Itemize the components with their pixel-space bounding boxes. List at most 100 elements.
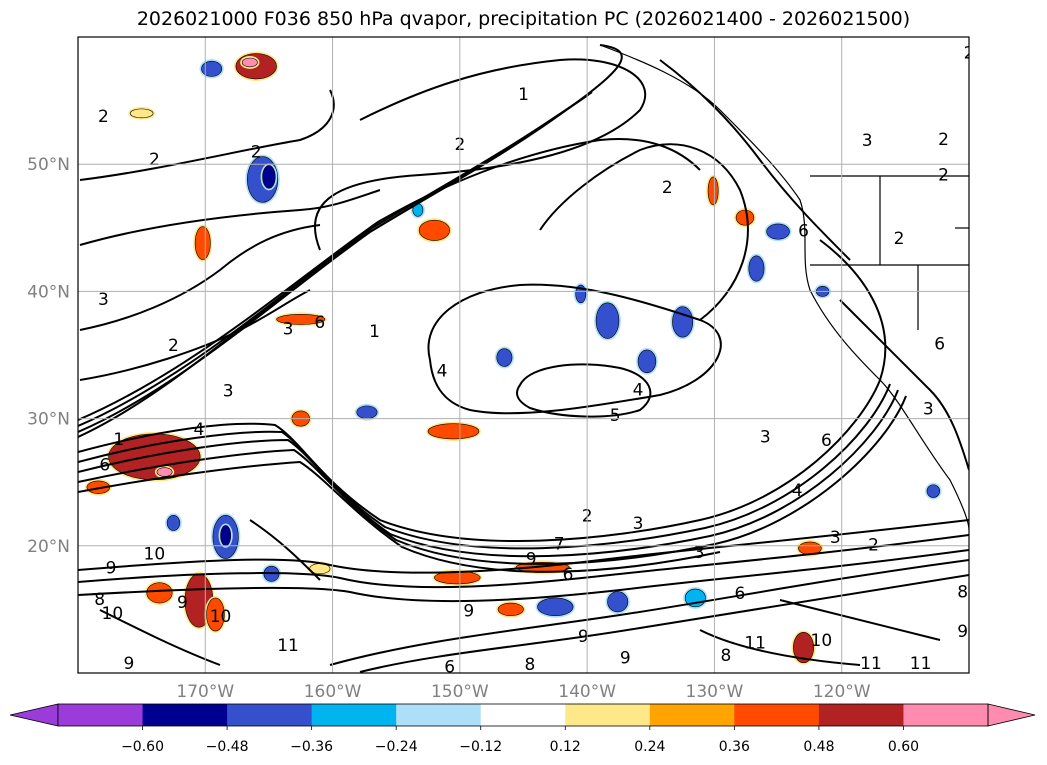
colorbar-tick-label: −0.36 [290, 739, 333, 755]
contour-label: 4 [792, 481, 803, 501]
colorbar-tick-label: −0.24 [375, 739, 418, 755]
coastline-path [599, 44, 969, 531]
colorbar-segment [565, 704, 651, 726]
precip-patch [637, 349, 657, 374]
contour-label: 9 [578, 627, 589, 647]
contour-label: 11 [744, 633, 766, 653]
lat-tick-label: 40°N [27, 282, 70, 302]
contour-label: 9 [526, 550, 537, 570]
contour-label: 2 [894, 229, 905, 249]
contour-label: 4 [437, 361, 448, 381]
contour-label: 6 [934, 335, 945, 355]
colorbar-segment [480, 704, 566, 726]
contour-label: 2 [662, 178, 673, 198]
contour-line [78, 383, 891, 550]
contour-label: 11 [277, 636, 299, 656]
colorbar-segment [142, 704, 228, 726]
contour-label: 11 [910, 654, 932, 674]
precip-patch [241, 57, 258, 68]
colorbar-segment [903, 704, 989, 726]
contour-label: 2 [168, 336, 179, 356]
contour-line [78, 519, 969, 574]
precip-patch [156, 467, 173, 477]
contour-label: 3 [760, 427, 771, 447]
precip-patch [206, 597, 225, 632]
contour-label: 10 [210, 607, 232, 627]
precip-patch [766, 223, 790, 240]
contour-label: 3 [923, 399, 934, 419]
colorbar-segment [818, 704, 904, 726]
contour-line [78, 549, 969, 603]
precip-patch [735, 209, 755, 226]
contour-line [329, 559, 969, 666]
colorbar-segment [311, 704, 397, 726]
precip-patch [262, 165, 276, 189]
contour-label: 7 [554, 534, 565, 554]
lon-tick-label: 160°W [304, 682, 362, 702]
colorbar-segment [396, 704, 482, 726]
lat-tick-label: 20°N [27, 537, 70, 557]
contour-line [314, 58, 647, 251]
precip-patch [497, 602, 524, 617]
colorbar-tick-label: 0.48 [803, 739, 834, 755]
contour-label: 10 [102, 604, 124, 624]
contour-label: 2 [251, 142, 262, 162]
colorbar-tick-label: 0.36 [719, 739, 750, 755]
contour-line [249, 519, 321, 581]
precip-patch [427, 423, 480, 440]
precip-patch [418, 219, 450, 241]
precip-patch [748, 255, 765, 282]
contour-label: 6 [563, 565, 574, 585]
precip-patch [146, 582, 173, 604]
contour-label: 1 [113, 430, 124, 450]
contour-label: 9 [957, 622, 968, 642]
coastline [599, 44, 969, 531]
qvapor-contours [78, 44, 969, 673]
contour-label: 1 [369, 322, 380, 342]
chart-title: 2026021000 F036 850 hPa qvapor, precipit… [136, 8, 911, 30]
contour-line [839, 299, 969, 471]
contour-label: 3 [830, 528, 841, 548]
contour-label: 6 [821, 431, 832, 451]
colorbar-segment [227, 704, 313, 726]
colorbar: −0.60 −0.48 −0.36 −0.24 −0.12 0.12 0.24 0.36 0.4… [9, 703, 1036, 755]
precip-patches [84, 51, 942, 665]
contour-line [779, 599, 941, 641]
contour-label: 2 [98, 107, 109, 127]
colorbar-tick-label: 0.12 [550, 739, 581, 755]
lon-tick-label: 150°W [431, 682, 489, 702]
colorbar-tick-label: −0.48 [206, 739, 249, 755]
map-frame [77, 36, 970, 674]
contour-label: 5 [610, 406, 621, 426]
precip-patch [201, 60, 223, 77]
precip-patch [793, 631, 815, 664]
contour-label: 3 [862, 131, 873, 151]
lon-tick-label: 120°W [813, 682, 871, 702]
contour-line [99, 609, 221, 666]
precip-patch [166, 514, 181, 531]
contour-line [79, 224, 321, 331]
precip-patch [595, 302, 620, 339]
colorbar-tick-label: −0.12 [459, 739, 502, 755]
precip-patch [496, 348, 513, 367]
colorbar-frame [57, 703, 989, 727]
contour-line [78, 460, 721, 573]
contour-line [427, 283, 722, 415]
colorbar-tick-label: 0.60 [888, 739, 919, 755]
precip-patch [129, 108, 154, 119]
contour-line [78, 395, 907, 565]
lat-tick-label: 50°N [27, 155, 70, 175]
colorbar-tick-label: −0.60 [121, 739, 164, 755]
contour-label: 6 [444, 658, 455, 678]
lon-tick-label: 130°W [686, 682, 744, 702]
precip-patch [707, 176, 719, 206]
contour-label: 6 [314, 313, 325, 333]
precip-patch [672, 306, 694, 338]
contour-label: 3 [283, 319, 294, 339]
lon-tick-label: 170°W [176, 682, 234, 702]
contour-label: 4 [633, 380, 644, 400]
lat-tick-label: 30°N [27, 410, 70, 430]
contour-label: 6 [99, 455, 110, 475]
contour-label: 3 [98, 290, 109, 310]
